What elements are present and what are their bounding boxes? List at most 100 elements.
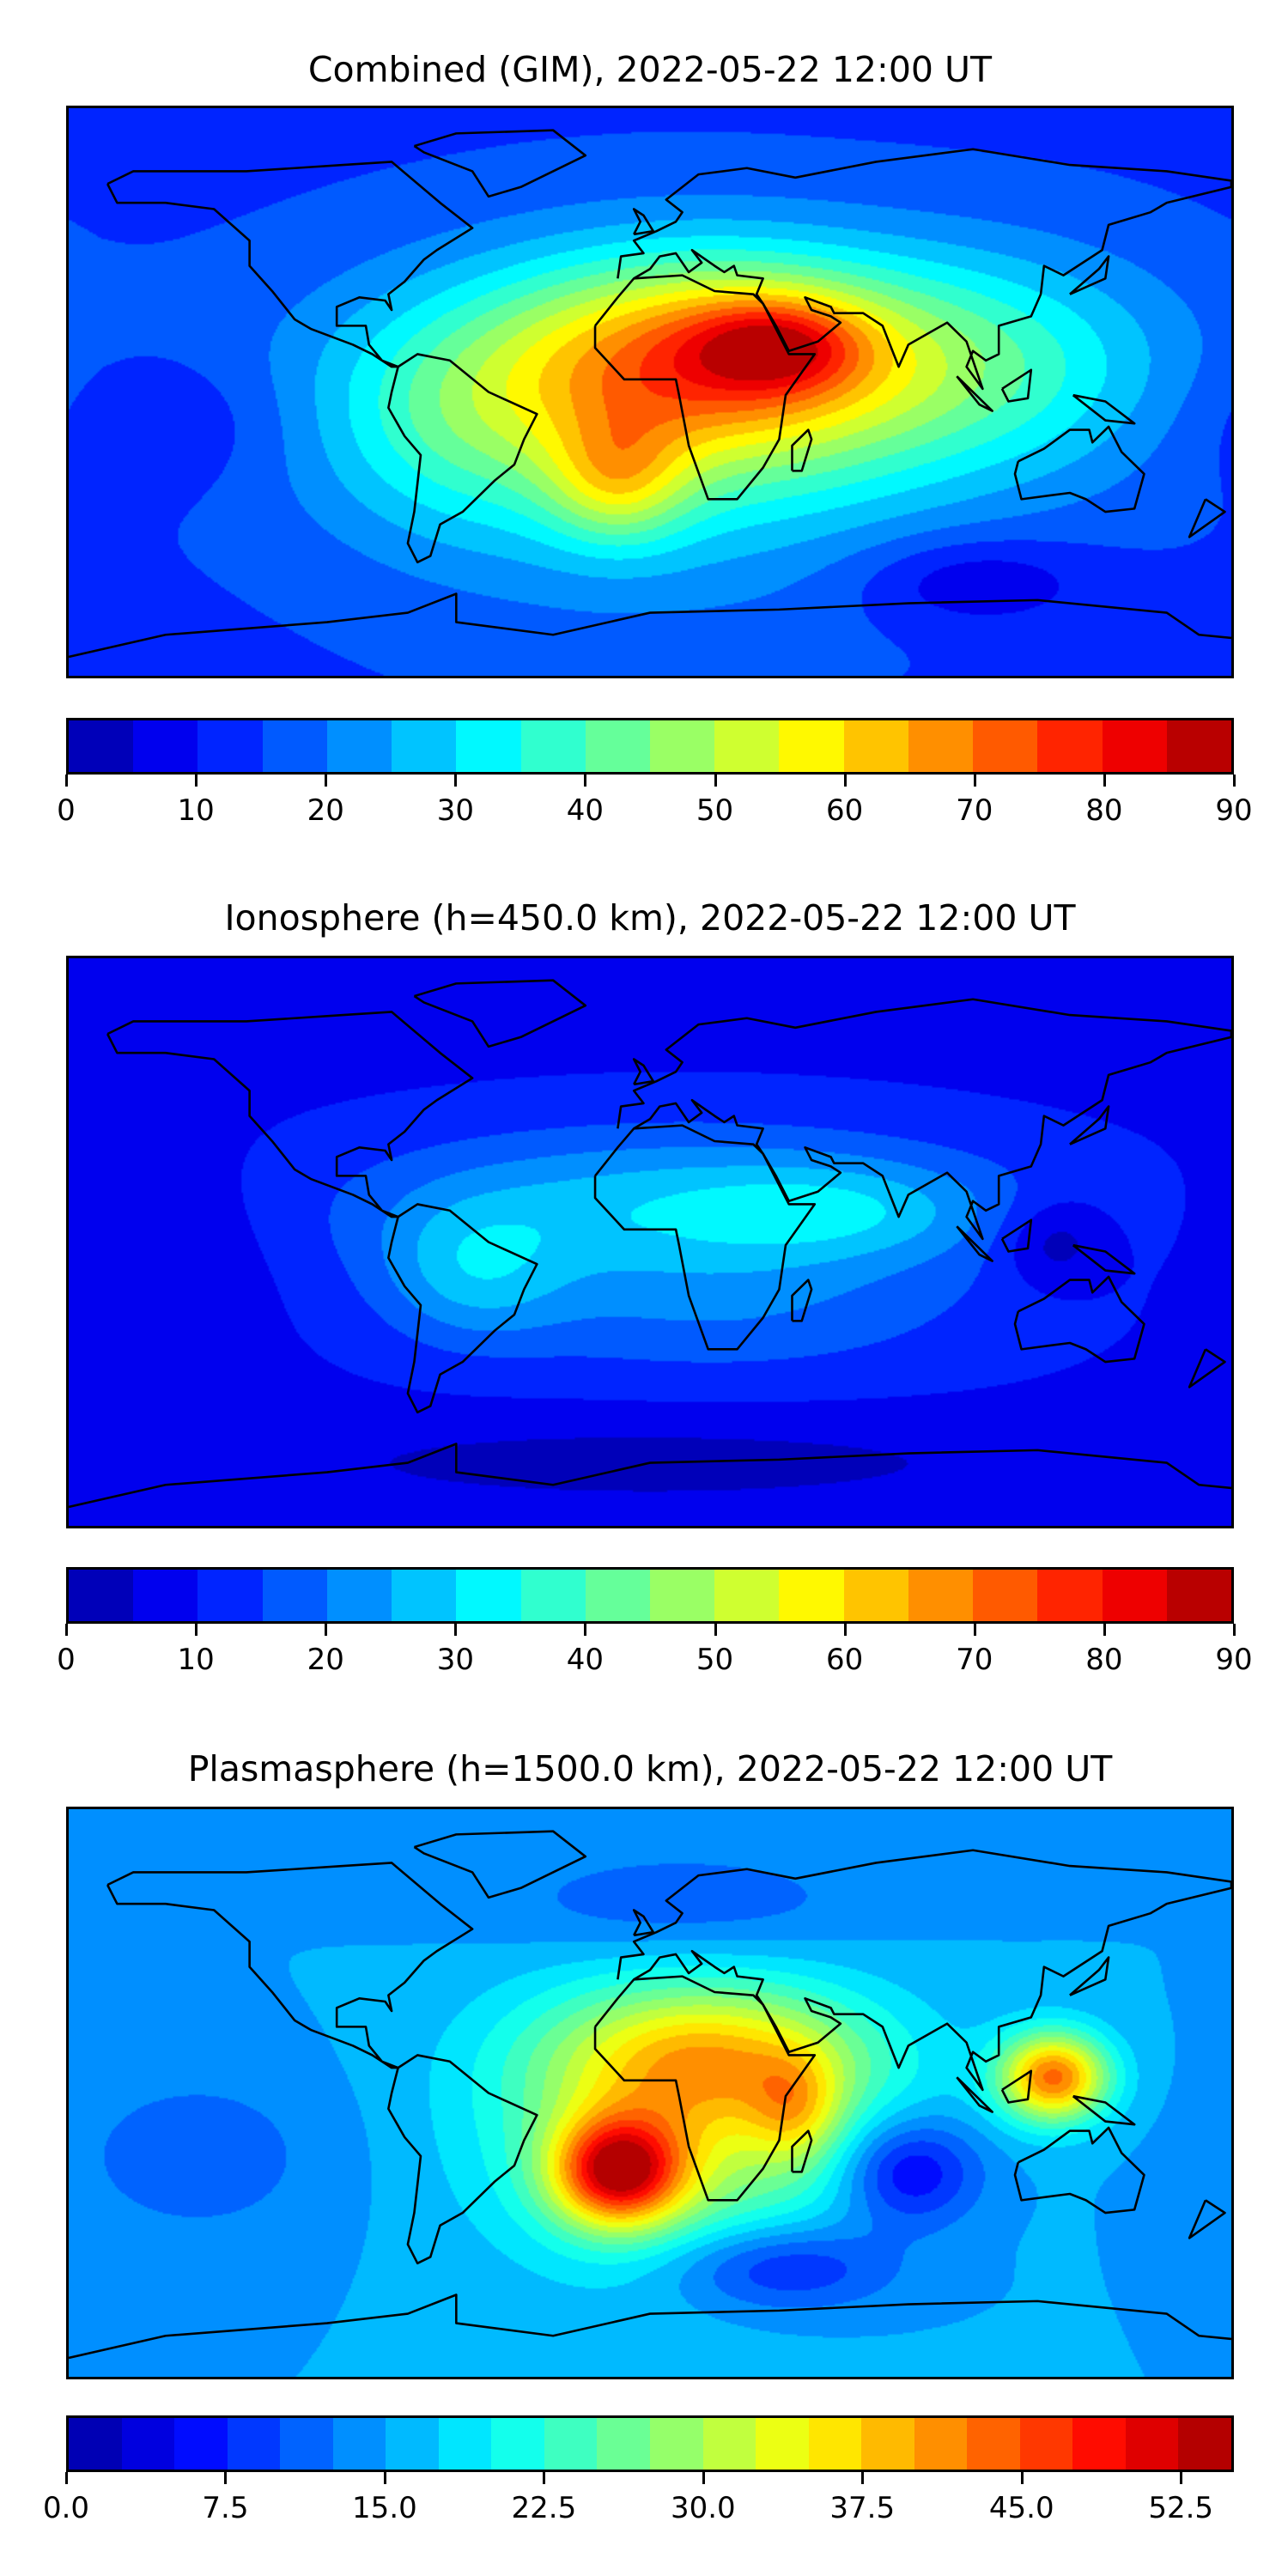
coastline	[1189, 499, 1224, 537]
coastline	[617, 999, 1231, 1239]
colorbar-bin	[121, 2418, 175, 2470]
colorbar-tick	[195, 775, 198, 787]
colorbar-bin	[1102, 1570, 1167, 1621]
colorbar-bin	[1125, 2418, 1179, 2470]
colorbar-tick-label: 7.5	[202, 2491, 249, 2525]
panel-title-ionosphere: Ionosphere (h=450.0 km), 2022-05-22 12:0…	[224, 897, 1076, 939]
colorbar-bin	[779, 720, 844, 772]
colorbar-bin	[973, 1570, 1038, 1621]
colorbar-bin	[973, 720, 1038, 772]
colorbar-tick-label: 15.0	[352, 2491, 417, 2525]
colorbar-tick-label: 90	[1215, 1643, 1253, 1677]
colorbar-tick-label: 30.0	[670, 2491, 736, 2525]
coastline	[792, 2131, 811, 2172]
colorbar-tick-label: 60	[826, 793, 864, 828]
colorbar-bin	[544, 2418, 598, 2470]
colorbar-tick-label: 60	[826, 1643, 864, 1677]
coastline	[1015, 2128, 1144, 2213]
colorbar-bin	[714, 1570, 780, 1621]
colorbar-tick-label: 45.0	[988, 2491, 1054, 2525]
coastline	[957, 1226, 992, 1261]
coastline	[617, 149, 1231, 389]
colorbar-tick-label: 30	[436, 793, 474, 828]
colorbar-bin	[843, 1570, 908, 1621]
colorbar-bin	[491, 2418, 544, 2470]
colorbar-bin	[649, 1570, 715, 1621]
colorbar-tick	[325, 1624, 328, 1636]
colorbar-tick-label: 40	[566, 1643, 605, 1677]
colorbar-ionosphere	[66, 1567, 1234, 1624]
colorbar-bin	[650, 2418, 703, 2470]
colorbar-tick	[383, 2472, 386, 2484]
colorbar-tick	[1233, 775, 1236, 787]
colorbar-tick	[65, 2472, 68, 2484]
colorbar-bin	[326, 1570, 392, 1621]
colorbar-bin	[967, 2418, 1020, 2470]
colorbar-bin	[262, 720, 327, 772]
colorbar-bin	[597, 2418, 651, 2470]
coastline	[1070, 1107, 1109, 1145]
coastline	[107, 1012, 472, 1217]
colorbar-bin	[197, 720, 263, 772]
coastline	[1189, 2200, 1224, 2238]
colorbar-tick	[584, 775, 587, 787]
colorbar-bin	[1072, 2418, 1126, 2470]
coastline	[69, 2295, 1231, 2358]
coastline	[1189, 1349, 1224, 1387]
colorbar-tick	[1103, 1624, 1106, 1636]
colorbar-tick	[973, 1624, 976, 1636]
colorbar-tick	[1233, 1624, 1236, 1636]
map-combined	[66, 106, 1234, 678]
coastline	[414, 981, 585, 1047]
coastline	[595, 1126, 815, 1350]
colorbar-plasmasphere	[66, 2415, 1234, 2472]
map-plasmasphere	[66, 1807, 1234, 2379]
coastline	[1070, 1958, 1109, 1996]
colorbar-bin	[456, 720, 521, 772]
panel-title-combined: Combined (GIM), 2022-05-22 12:00 UT	[307, 49, 993, 90]
colorbar-bin	[808, 2418, 862, 2470]
coastline	[634, 1911, 653, 1935]
colorbar-tick	[702, 2472, 705, 2484]
coastline	[595, 276, 815, 500]
colorbar-tick-label: 0.0	[42, 2491, 90, 2525]
colorbar-bin	[69, 720, 134, 772]
colorbar-tick-label: 20	[307, 1643, 344, 1677]
colorbar-tick-label: 30	[436, 1643, 474, 1677]
coastlines	[69, 108, 1231, 676]
colorbar-bin	[779, 1570, 844, 1621]
colorbar-bin	[908, 1570, 974, 1621]
colorbar-bin	[174, 2418, 228, 2470]
colorbar-tick	[454, 775, 458, 787]
colorbar-tick-label: 50	[696, 793, 734, 828]
colorbar-tick	[584, 1624, 587, 1636]
contour-field	[69, 958, 1231, 1526]
coastline	[792, 1280, 811, 1321]
colorbar-combined	[66, 718, 1234, 775]
colorbar-ticks-plasmasphere: 0.0 7.5 15.0 22.5 30.0 37.5 45.0 52.5	[43, 2472, 1234, 2532]
colorbar-bin	[649, 720, 715, 772]
colorbar-tick	[714, 775, 717, 787]
colorbar-tick	[224, 2472, 228, 2484]
colorbar-tick	[843, 775, 847, 787]
colorbar-bin	[756, 2418, 809, 2470]
colorbar-bin	[520, 1570, 586, 1621]
colorbar-bin	[1102, 720, 1167, 772]
colorbar-ticks-ionosphere: 0 10 20 30 40 50 60 70 80 90	[57, 1624, 1253, 1684]
colorbar-tick-label: 70	[956, 793, 993, 828]
colorbar-bin	[456, 1570, 521, 1621]
colorbar-bin	[1178, 2418, 1232, 2470]
coastline	[414, 1832, 585, 1898]
coastline	[595, 1977, 815, 2201]
colorbar-bin	[702, 2418, 756, 2470]
colorbar-tick-label: 0	[57, 1643, 76, 1677]
coastlines	[69, 1809, 1231, 2377]
panel-title-plasmasphere: Plasmasphere (h=1500.0 km), 2022-05-22 1…	[187, 1748, 1113, 1789]
coastline	[388, 1204, 537, 1412]
coastline	[792, 430, 811, 471]
coastline	[1002, 370, 1031, 402]
colorbar-bin	[392, 720, 457, 772]
colorbar-bin	[1037, 1570, 1103, 1621]
colorbar-bin	[392, 1570, 457, 1621]
coastline	[634, 210, 653, 234]
